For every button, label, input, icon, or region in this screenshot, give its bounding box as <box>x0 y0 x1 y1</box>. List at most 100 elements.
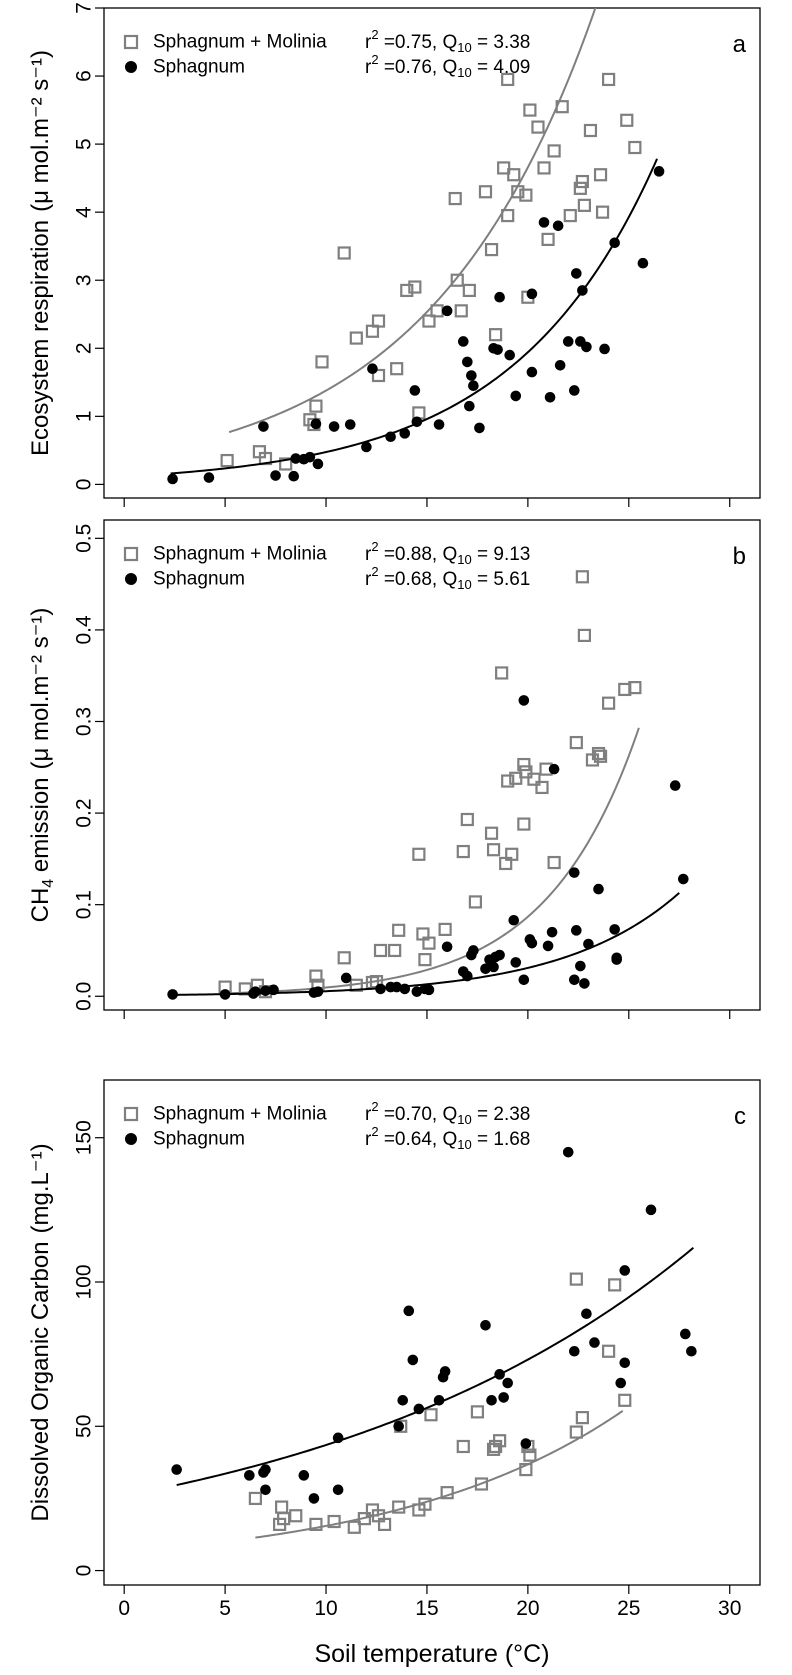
point-circle <box>518 695 530 706</box>
point-square <box>569 735 583 750</box>
point-square <box>392 923 406 937</box>
point-square <box>501 72 515 87</box>
legend-stats: r2 =0.75, Q10 = 3.38 <box>365 27 530 55</box>
y-tick-label: 50 <box>73 1415 96 1438</box>
point-circle <box>611 952 622 964</box>
point-square <box>400 283 414 298</box>
plot-frame <box>103 1079 761 1586</box>
point-circle <box>219 989 231 1000</box>
legend-marker-circle <box>125 61 137 73</box>
point-circle <box>571 925 582 936</box>
point-square <box>519 188 533 202</box>
point-circle <box>546 926 558 938</box>
point-square <box>501 208 515 223</box>
point-circle <box>510 390 522 402</box>
point-circle <box>589 1337 600 1348</box>
point-square <box>541 232 555 246</box>
point-circle <box>171 1464 182 1475</box>
x-tick-label: 0 <box>118 1597 130 1620</box>
legend-stats: r2 =0.68, Q10 = 5.61 <box>365 564 530 592</box>
point-circle <box>308 1493 320 1504</box>
point-square <box>462 283 476 298</box>
point-circle <box>441 305 453 317</box>
point-square <box>440 1486 454 1500</box>
x-tick-label: 20 <box>516 1597 539 1620</box>
panel-label: b <box>733 543 746 570</box>
point-circle <box>609 924 620 935</box>
point-square <box>450 273 464 287</box>
point-circle <box>508 914 520 926</box>
point-circle <box>480 963 491 975</box>
point-circle <box>268 984 279 996</box>
point-circle <box>637 257 649 269</box>
point-circle <box>250 986 261 997</box>
legend-stats: r2 =0.88, Q10 = 9.13 <box>365 539 530 567</box>
point-square <box>468 895 482 909</box>
point-circle <box>433 419 445 430</box>
point-circle <box>577 285 588 296</box>
point-circle <box>310 418 322 430</box>
point-square <box>511 185 525 199</box>
point-square <box>573 181 587 195</box>
point-circle <box>581 1308 592 1320</box>
y-axis-label: Dissolved Organic Carbon(mg.L⁻¹) <box>27 1143 54 1521</box>
point-square <box>523 1448 537 1462</box>
point-square <box>535 780 549 795</box>
point-square <box>547 855 561 870</box>
panel-label: a <box>733 31 747 58</box>
point-square <box>349 978 363 992</box>
point-circle <box>290 453 302 464</box>
x-tick-label: 5 <box>219 1597 231 1620</box>
point-square <box>501 774 515 788</box>
legend-label: Sphagnum + Molinia <box>153 544 327 565</box>
series-sphagnum <box>171 1146 697 1504</box>
y-tick-label: 1 <box>73 410 96 422</box>
point-circle <box>686 1345 697 1357</box>
point-circle <box>457 336 469 347</box>
plot-frame <box>103 7 761 499</box>
point-circle <box>552 220 564 232</box>
point-square <box>527 772 541 786</box>
point-circle <box>609 237 620 249</box>
point-square <box>602 72 616 87</box>
point-circle <box>520 1438 532 1449</box>
point-square <box>315 355 329 369</box>
legend-marker-square <box>123 34 139 50</box>
point-circle <box>260 1484 271 1496</box>
point-square <box>309 969 323 983</box>
point-square <box>347 1520 361 1534</box>
panel-c: 0 50 100 150 0 5 10 15 20 25 30 Dissolved Organic C… <box>27 1079 761 1620</box>
legend-marker-square <box>123 546 139 562</box>
fit-curve <box>176 1247 695 1487</box>
y-tick-label: 3 <box>73 274 96 286</box>
point-square <box>569 1272 583 1286</box>
point-circle <box>526 288 538 300</box>
point-circle <box>575 960 586 972</box>
point-circle <box>312 986 324 997</box>
panel-label: c <box>734 1103 746 1130</box>
point-square <box>277 1512 291 1526</box>
point-square <box>497 161 511 175</box>
point-square <box>377 1517 392 1532</box>
point-square <box>422 936 436 950</box>
y-tick-label: 5 <box>73 138 96 150</box>
point-circle <box>332 1484 344 1496</box>
x-axis-label: Soil temperature (°C) <box>314 1640 549 1668</box>
point-circle <box>328 421 340 432</box>
point-circle <box>411 986 423 997</box>
point-circle <box>562 336 574 347</box>
point-square <box>337 951 351 965</box>
point-square <box>448 191 462 206</box>
legend-marker-circle <box>125 1133 137 1145</box>
point-square <box>478 185 493 199</box>
point-square <box>505 847 519 861</box>
legend-marker-square <box>123 1106 139 1122</box>
point-square <box>602 1344 616 1358</box>
point-square <box>392 1500 406 1514</box>
point-circle <box>569 385 580 396</box>
point-square <box>412 847 426 861</box>
point-circle <box>494 291 505 303</box>
point-circle <box>167 473 178 485</box>
y-tick-label: 0.2 <box>73 798 96 827</box>
